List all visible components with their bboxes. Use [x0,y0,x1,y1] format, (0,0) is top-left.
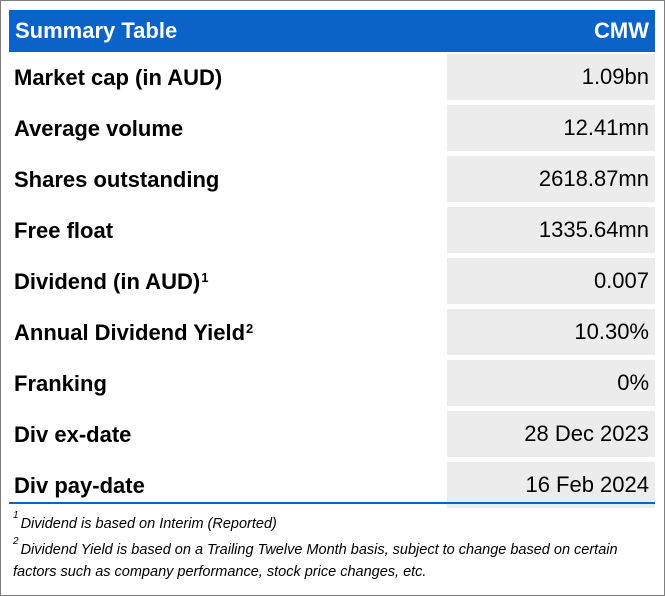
row-label: Annual Dividend Yield 2 [9,307,447,358]
footnote: 1Dividend is based on Interim (Reported) [13,510,277,532]
table-row: Market cap (in AUD) 1.09bn [9,52,655,103]
row-label: Dividend (in AUD) 1 [9,256,447,307]
footnotes: 1Dividend is based on Interim (Reported)… [13,510,653,583]
table-row: Average volume 12.41mn [9,103,655,154]
footnote: 2Dividend Yield is based on a Trailing T… [13,536,618,580]
row-label: Average volume [9,103,447,154]
row-value: 2618.87mn [447,156,655,202]
row-value: 1335.64mn [447,207,655,253]
table-row: Free float 1335.64mn [9,205,655,256]
row-value: 12.41mn [447,105,655,151]
table-bottom-rule [9,502,655,504]
table-row: Annual Dividend Yield 2 10.30% [9,307,655,358]
table-row: Dividend (in AUD) 1 0.007 [9,256,655,307]
table-row: Shares outstanding 2618.87mn [9,154,655,205]
row-value: 1.09bn [447,54,655,100]
row-value: 28 Dec 2023 [447,411,655,457]
row-label: Div ex-date [9,409,447,460]
row-label: Market cap (in AUD) [9,52,447,103]
row-label: Shares outstanding [9,154,447,205]
row-value: 16 Feb 2024 [447,462,655,508]
row-value: 0.007 [447,258,655,304]
footnote-marker: 1 [13,510,19,522]
row-value: 0% [447,360,655,406]
row-value: 10.30% [447,309,655,355]
table-header: Summary Table CMW [9,10,655,52]
ticker-label: CMW [594,18,649,43]
table-body: Market cap (in AUD) 1.09bn Average volum… [9,52,655,511]
table-title: Summary Table [15,18,178,43]
table-row: Div ex-date 28 Dec 2023 [9,409,655,460]
table-row: Franking 0% [9,358,655,409]
footnote-marker: 2 [13,536,19,548]
row-label: Franking [9,358,447,409]
row-label: Free float [9,205,447,256]
